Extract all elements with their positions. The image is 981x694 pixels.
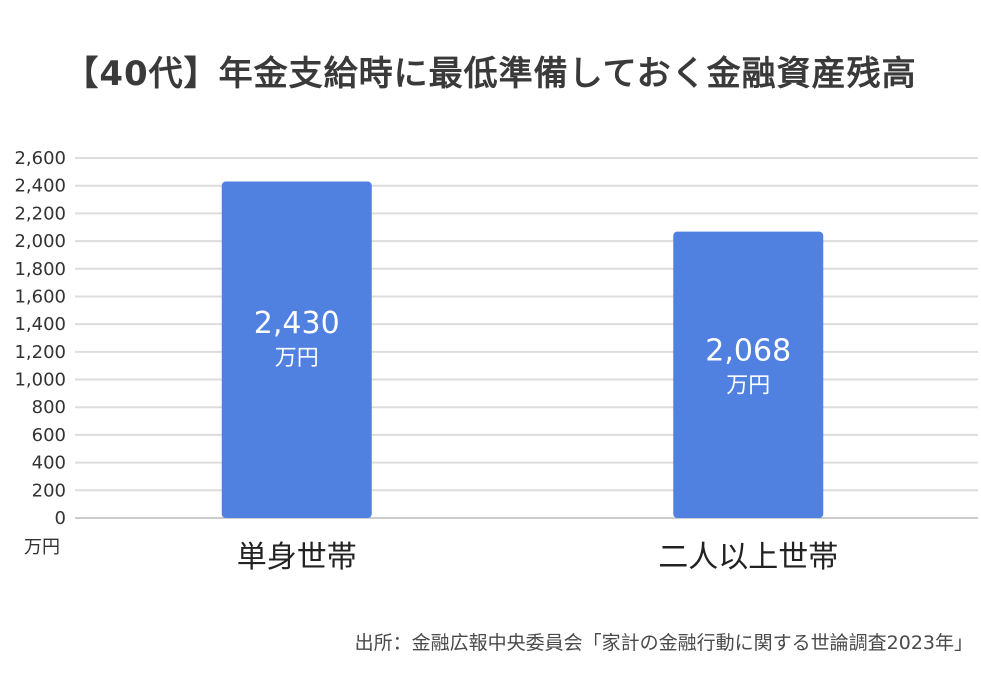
- y-tick-label: 1,400: [14, 314, 66, 335]
- y-tick-label: 400: [32, 453, 66, 474]
- bar: [673, 231, 824, 518]
- y-tick-label: 2,600: [14, 148, 66, 169]
- y-tick-label: 2,000: [14, 231, 66, 252]
- y-tick-label: 2,400: [14, 176, 66, 197]
- bar-unit-label: 万円: [726, 374, 770, 399]
- y-axis-unit-label: 万円: [24, 537, 60, 558]
- chart-title: 【40代】年金支給時に最低準備しておく金融資産残高: [64, 54, 917, 94]
- y-tick-label: 1,600: [14, 286, 66, 307]
- bars: [221, 181, 824, 519]
- bar-value-label: 2,068: [705, 334, 791, 369]
- x-category-label: 単身世帯: [237, 540, 357, 575]
- y-tick-label: 2,200: [14, 203, 66, 224]
- y-axis-ticks: 0 200 400 600 800 1,000 1,200 1,400 1,600 1,800 2,…: [14, 148, 66, 529]
- gridlines: [75, 157, 978, 519]
- x-axis-categories: 単身世帯 二人以上世帯: [237, 540, 839, 575]
- y-tick-label: 800: [32, 397, 66, 418]
- bar-labels: 2,430 万円 2,068 万円: [254, 306, 791, 399]
- y-tick-label: 0: [55, 508, 66, 529]
- bar-unit-label: 万円: [275, 346, 319, 371]
- source-note: 出所：金融広報中央委員会「家計の金融行動に関する世論調査2023年」: [354, 632, 973, 654]
- x-category-label: 二人以上世帯: [658, 540, 838, 575]
- y-tick-label: 1,000: [14, 370, 66, 391]
- bar-value-label: 2,430: [254, 306, 340, 341]
- bar: [221, 181, 372, 519]
- y-tick-label: 1,800: [14, 259, 66, 280]
- y-tick-label: 600: [32, 425, 66, 446]
- y-tick-label: 200: [32, 480, 66, 501]
- y-tick-label: 1,200: [14, 342, 66, 363]
